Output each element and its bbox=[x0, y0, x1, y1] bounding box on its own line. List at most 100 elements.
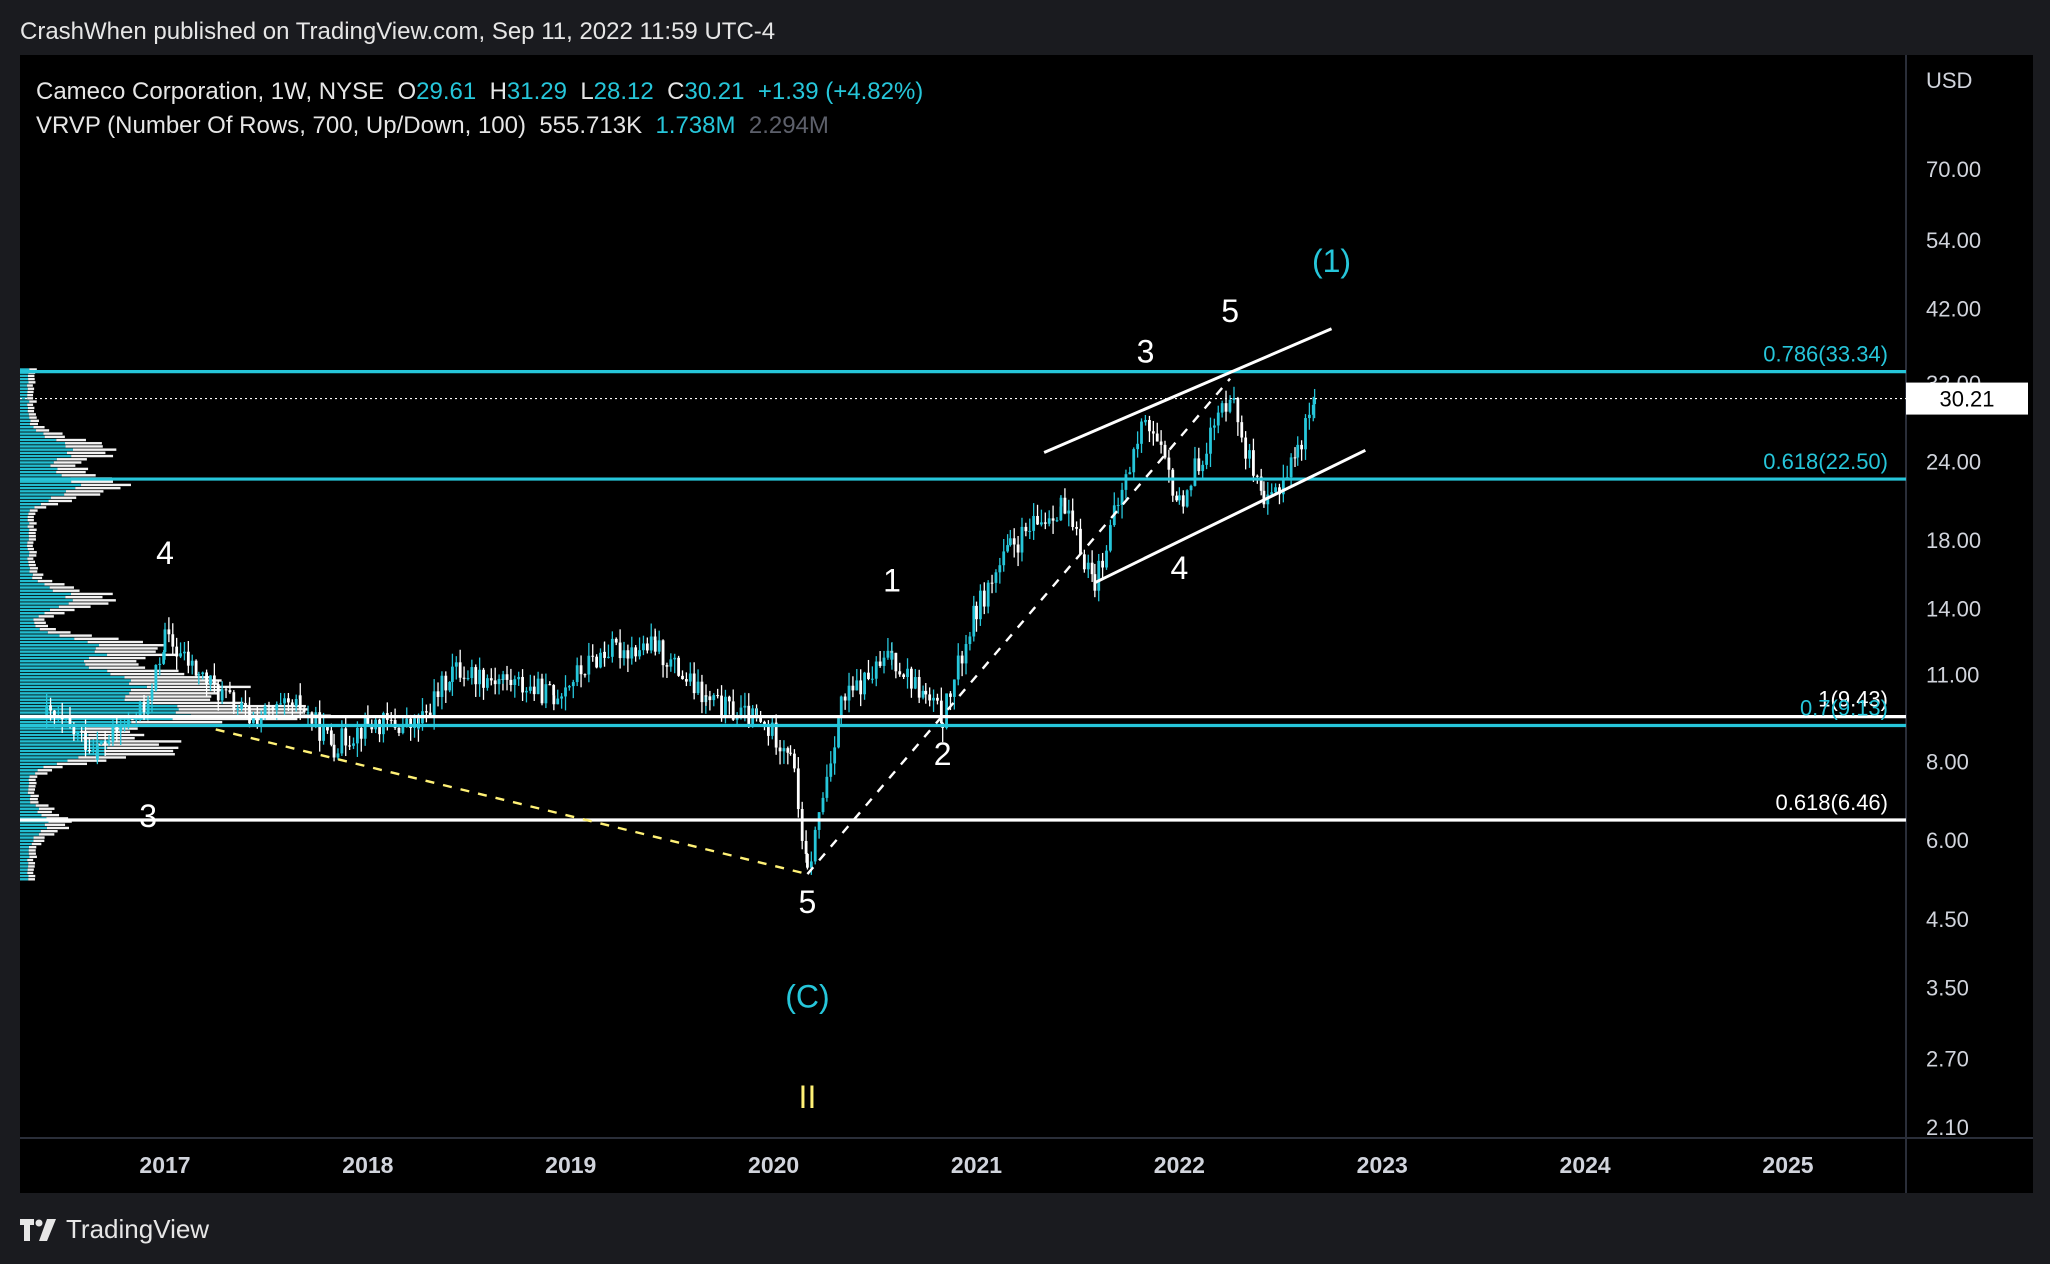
footer-brand[interactable]: TradingView bbox=[66, 1214, 210, 1244]
fib-level-label: 1(9.43) bbox=[1818, 687, 1888, 712]
symbol-name[interactable]: Cameco Corporation, 1W, NYSE bbox=[36, 78, 385, 105]
candle-body bbox=[1016, 544, 1020, 553]
volume-bar-down bbox=[130, 688, 222, 692]
volume-bar-down bbox=[57, 467, 89, 471]
volume-bar-up bbox=[20, 695, 126, 698]
volume-bar-up bbox=[20, 499, 49, 503]
volume-bar-up bbox=[20, 846, 29, 849]
candle-body bbox=[634, 647, 638, 657]
volume-bar-down bbox=[28, 381, 36, 384]
volume-bar-up bbox=[20, 570, 30, 573]
candle-body bbox=[150, 689, 154, 700]
candle-body bbox=[1274, 487, 1277, 493]
volume-bar-down bbox=[27, 557, 34, 560]
candle-body bbox=[843, 696, 847, 701]
candle-body bbox=[649, 636, 653, 651]
published-line: CrashWhen published on TradingView.com, … bbox=[20, 18, 776, 45]
fib-level-label: 0.7(9.13) bbox=[1800, 695, 1888, 720]
candle-body bbox=[194, 660, 198, 676]
candle-body bbox=[932, 697, 935, 701]
candle-body bbox=[684, 679, 688, 682]
candle-body bbox=[696, 681, 700, 694]
volume-bar-up bbox=[20, 794, 31, 798]
candle-body bbox=[493, 680, 497, 685]
volume-bar-down bbox=[28, 785, 36, 788]
vrvp-value-3: 2.294M bbox=[748, 112, 829, 139]
volume-bar-down bbox=[131, 720, 223, 724]
candle-body bbox=[1252, 450, 1255, 476]
candle-body bbox=[743, 705, 747, 708]
candle-body bbox=[567, 686, 571, 688]
close-value: 30.21 bbox=[684, 78, 745, 105]
price-chart[interactable]: 0.786(33.34) 0.618(22.50) 1(9.43)0.7(9.13)… bbox=[20, 55, 2033, 1193]
volume-bar-up bbox=[20, 576, 33, 580]
candle-body bbox=[1136, 443, 1140, 450]
chart-frame[interactable]: 0.786(33.34) 0.618(22.50) 1(9.43) 0.7(9.13)… bbox=[20, 55, 2033, 1193]
candle-body bbox=[945, 693, 948, 728]
volume-bar-down bbox=[72, 448, 117, 451]
candle-body bbox=[1079, 528, 1082, 555]
volume-bar-down bbox=[28, 849, 36, 852]
volume-bar-down bbox=[29, 400, 37, 403]
price-axis-panel[interactable] bbox=[1906, 55, 2033, 1193]
candle-body bbox=[382, 713, 385, 735]
candle-body bbox=[275, 704, 279, 711]
candle-body bbox=[986, 582, 990, 607]
candle-body bbox=[595, 656, 599, 668]
candle-body bbox=[224, 689, 228, 691]
volume-bar-up bbox=[20, 836, 34, 839]
volume-bar-up bbox=[20, 611, 45, 615]
volume-bar-up bbox=[20, 743, 97, 746]
candle-body bbox=[263, 706, 267, 717]
price-change: +1.39 (+4.82%) bbox=[757, 78, 924, 105]
candle-body bbox=[800, 809, 804, 841]
high-label: H bbox=[489, 78, 507, 105]
candle-body bbox=[793, 753, 796, 769]
candle-body bbox=[638, 650, 641, 657]
candle-body bbox=[813, 829, 817, 862]
candle-body bbox=[673, 657, 677, 660]
volume-bar-down bbox=[28, 852, 36, 855]
volume-bar-down bbox=[88, 666, 146, 669]
candle-body bbox=[809, 861, 813, 868]
candle-body bbox=[677, 657, 681, 676]
volume-bar-up bbox=[20, 416, 30, 419]
candle-body bbox=[939, 700, 943, 724]
candle-body bbox=[878, 661, 882, 666]
volume-bar-down bbox=[53, 461, 82, 464]
candle-body bbox=[1059, 506, 1063, 521]
volume-bar-down bbox=[33, 426, 45, 429]
candle-body bbox=[564, 687, 567, 697]
volume-bar-down bbox=[34, 506, 47, 509]
volume-bar-down bbox=[96, 743, 159, 746]
candle-body bbox=[712, 695, 716, 701]
footer: TradingView bbox=[20, 1214, 209, 1245]
candle-body bbox=[739, 707, 743, 717]
candle-body bbox=[1232, 398, 1236, 400]
candle-body bbox=[1047, 518, 1051, 524]
low-value: 28.12 bbox=[593, 78, 654, 105]
volume-bar-up bbox=[20, 842, 32, 846]
volume-bar-up bbox=[20, 470, 57, 474]
volume-bar-up bbox=[20, 442, 66, 445]
candle-body bbox=[340, 728, 344, 754]
candle-body bbox=[212, 675, 216, 685]
candle-body bbox=[287, 698, 290, 703]
volume-bar-down bbox=[27, 409, 35, 413]
price-tick-label: 2.10 bbox=[1926, 1115, 1969, 1140]
wave-label: 5 bbox=[1221, 293, 1239, 329]
candle-body bbox=[1197, 458, 1201, 472]
candle-body bbox=[107, 741, 111, 744]
vrvp-label[interactable]: VRVP (Number Of Rows, 700, Up/Down, 100) bbox=[36, 112, 526, 139]
volume-bar-up bbox=[20, 874, 29, 878]
fib-level-label: 0.786(33.34) bbox=[1763, 342, 1888, 367]
volume-bar-up bbox=[20, 801, 31, 804]
candle-body bbox=[201, 672, 205, 675]
candle-body bbox=[205, 672, 208, 685]
time-axis: 2017 2018 2019 2020 2021 2022 2023 2024 2025 bbox=[139, 1152, 1813, 1178]
volume-bar-down bbox=[33, 618, 45, 621]
candle-body bbox=[326, 725, 329, 731]
volume-bar-up bbox=[20, 474, 62, 477]
candle-body bbox=[111, 724, 115, 742]
volume-bar-down bbox=[71, 480, 113, 483]
